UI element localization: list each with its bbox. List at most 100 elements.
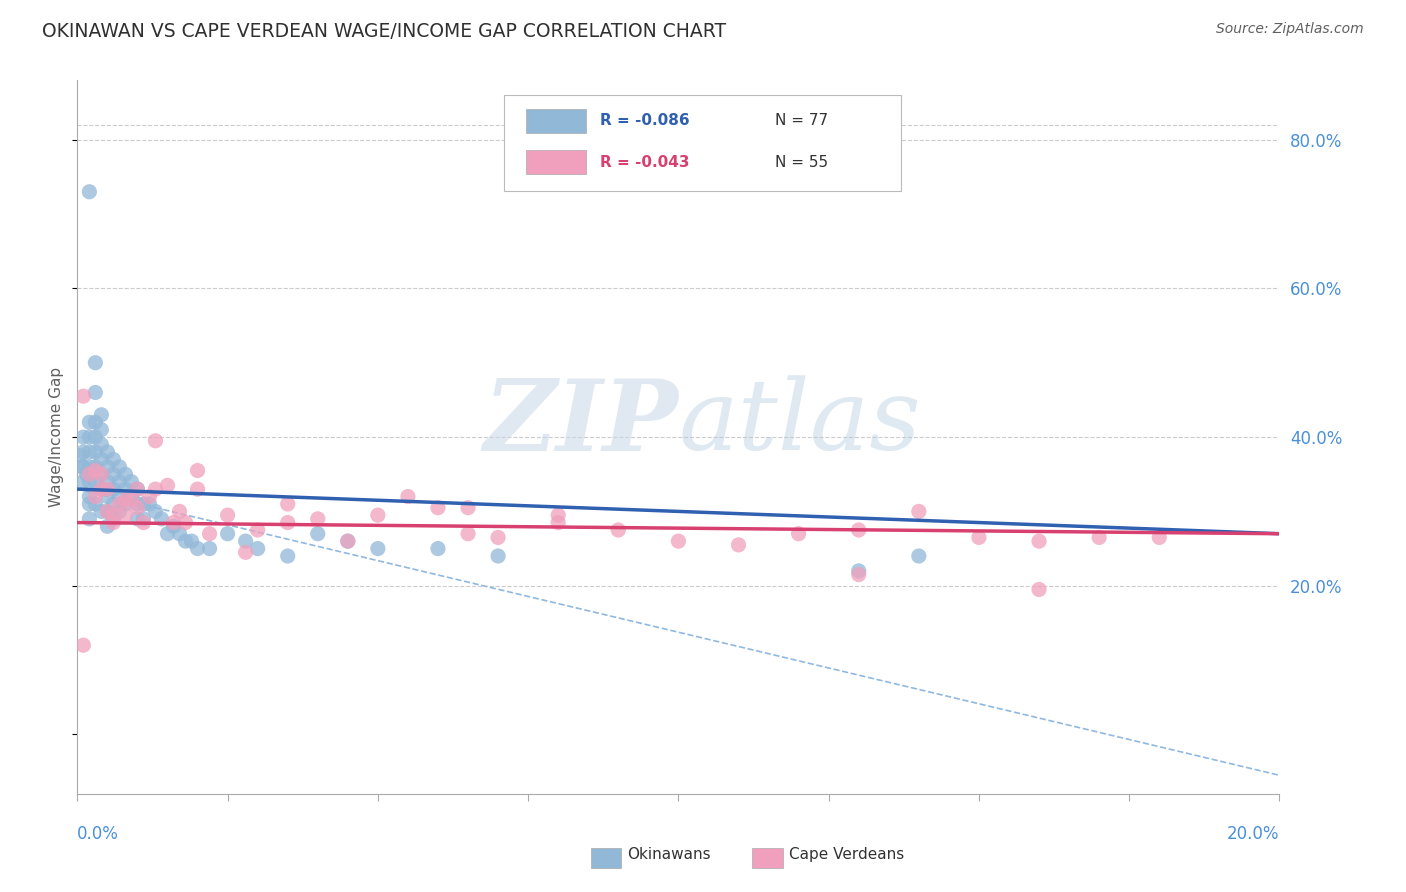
Point bbox=[79, 467, 101, 482]
Point bbox=[174, 534, 197, 549]
Point bbox=[908, 549, 931, 563]
Point bbox=[307, 512, 329, 526]
Point bbox=[217, 508, 239, 523]
Point bbox=[79, 497, 101, 511]
Point bbox=[457, 500, 479, 515]
Point bbox=[103, 516, 125, 530]
Point bbox=[96, 459, 118, 474]
Text: 20.0%: 20.0% bbox=[1227, 825, 1279, 843]
Point bbox=[162, 516, 184, 530]
Text: N = 77: N = 77 bbox=[775, 113, 828, 128]
Point bbox=[79, 430, 101, 444]
Point bbox=[103, 482, 125, 496]
Point bbox=[427, 541, 450, 556]
Bar bbox=[526, 109, 586, 133]
Point bbox=[156, 478, 179, 492]
Point bbox=[84, 464, 107, 478]
Point bbox=[967, 530, 990, 544]
Point bbox=[848, 523, 870, 537]
Point bbox=[103, 467, 125, 482]
Point bbox=[427, 500, 450, 515]
Point bbox=[72, 389, 94, 403]
Point bbox=[114, 482, 136, 496]
Point bbox=[396, 490, 419, 504]
Point bbox=[84, 475, 107, 489]
Point bbox=[108, 475, 131, 489]
Point bbox=[96, 475, 118, 489]
Point bbox=[156, 526, 179, 541]
Text: R = -0.043: R = -0.043 bbox=[600, 155, 690, 169]
Point bbox=[90, 482, 112, 496]
Point bbox=[84, 356, 107, 370]
Point bbox=[307, 526, 329, 541]
Point bbox=[79, 185, 101, 199]
Point bbox=[1028, 582, 1050, 597]
Point bbox=[169, 526, 191, 541]
Point bbox=[84, 385, 107, 400]
Text: 0.0%: 0.0% bbox=[77, 825, 120, 843]
Point bbox=[127, 482, 149, 496]
Point bbox=[90, 482, 112, 496]
Point bbox=[84, 445, 107, 459]
Point bbox=[79, 512, 101, 526]
Point bbox=[79, 475, 101, 489]
Point bbox=[79, 445, 101, 459]
Point bbox=[547, 508, 569, 523]
Point bbox=[127, 482, 149, 496]
Point bbox=[138, 497, 160, 511]
Point bbox=[727, 538, 749, 552]
Point bbox=[84, 459, 107, 474]
Point bbox=[96, 482, 118, 496]
Point bbox=[96, 445, 118, 459]
Point bbox=[75, 467, 97, 482]
Point bbox=[848, 567, 870, 582]
Point bbox=[114, 493, 136, 508]
Point bbox=[127, 512, 149, 526]
Point bbox=[84, 430, 107, 444]
Point bbox=[127, 500, 149, 515]
Point bbox=[198, 526, 221, 541]
Point bbox=[103, 497, 125, 511]
Point bbox=[150, 512, 173, 526]
Point bbox=[277, 549, 299, 563]
Point bbox=[187, 482, 209, 496]
Point bbox=[908, 504, 931, 518]
Point bbox=[108, 490, 131, 504]
Point bbox=[72, 445, 94, 459]
Text: R = -0.086: R = -0.086 bbox=[600, 113, 690, 128]
Point bbox=[79, 415, 101, 429]
Point bbox=[72, 430, 94, 444]
Point bbox=[72, 459, 94, 474]
Text: Cape Verdeans: Cape Verdeans bbox=[789, 847, 904, 862]
Point bbox=[187, 541, 209, 556]
Point bbox=[96, 519, 118, 533]
Point bbox=[235, 545, 257, 559]
Point bbox=[90, 408, 112, 422]
Point bbox=[127, 497, 149, 511]
Point bbox=[277, 497, 299, 511]
Point bbox=[108, 459, 131, 474]
Point bbox=[1149, 530, 1171, 544]
Point bbox=[108, 504, 131, 518]
Point bbox=[607, 523, 630, 537]
Point bbox=[114, 508, 136, 523]
Text: Okinawans: Okinawans bbox=[627, 847, 710, 862]
Point bbox=[84, 490, 107, 504]
Point bbox=[103, 508, 125, 523]
Text: N = 55: N = 55 bbox=[775, 155, 828, 169]
Text: ZIP: ZIP bbox=[484, 375, 679, 471]
Point bbox=[132, 512, 155, 526]
Point bbox=[457, 526, 479, 541]
Point bbox=[103, 512, 125, 526]
Point bbox=[90, 467, 112, 482]
Point bbox=[132, 516, 155, 530]
Point bbox=[162, 519, 184, 533]
Point bbox=[79, 490, 101, 504]
Point bbox=[486, 549, 509, 563]
Point bbox=[72, 638, 94, 652]
Point bbox=[90, 423, 112, 437]
Point bbox=[72, 475, 94, 489]
Point bbox=[120, 493, 142, 508]
Y-axis label: Wage/Income Gap: Wage/Income Gap bbox=[49, 367, 65, 508]
Point bbox=[132, 497, 155, 511]
